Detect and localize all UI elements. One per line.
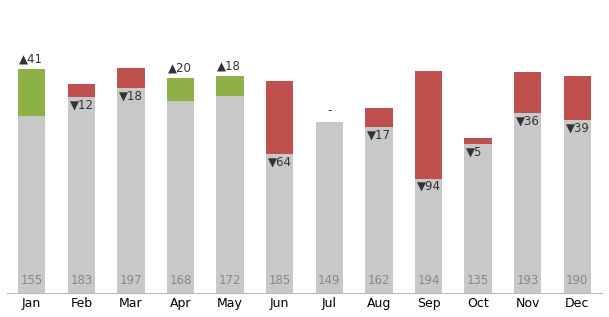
Text: 135: 135 (467, 274, 489, 287)
Bar (465, 144, 491, 293)
Bar (167, 101, 194, 293)
Text: 194: 194 (417, 274, 440, 287)
Bar (118, 88, 144, 293)
Bar (563, 120, 591, 293)
Bar (465, 139, 491, 144)
Text: 190: 190 (566, 274, 588, 287)
Text: 168: 168 (169, 274, 192, 287)
Bar (514, 113, 541, 293)
Bar (216, 96, 244, 293)
Bar (365, 127, 393, 293)
Bar (68, 97, 95, 293)
Bar (415, 71, 442, 178)
Bar (167, 78, 194, 101)
Text: ▼17: ▼17 (367, 128, 391, 141)
Bar (365, 107, 393, 127)
Text: 155: 155 (21, 274, 43, 287)
Text: ▼94: ▼94 (417, 180, 441, 193)
Bar (18, 116, 46, 293)
Bar (315, 122, 343, 293)
Bar (216, 75, 244, 96)
Bar (18, 69, 46, 116)
Text: 193: 193 (516, 274, 539, 287)
Text: ▼39: ▼39 (566, 121, 590, 134)
Text: 149: 149 (318, 274, 340, 287)
Bar (118, 68, 144, 88)
Text: ▼36: ▼36 (516, 114, 540, 127)
Text: ▲18: ▲18 (217, 59, 241, 72)
Text: ▼12: ▼12 (69, 99, 94, 112)
Text: ▼5: ▼5 (466, 145, 483, 158)
Text: ▲20: ▲20 (168, 61, 192, 74)
Text: 185: 185 (269, 274, 291, 287)
Text: 162: 162 (368, 274, 390, 287)
Bar (266, 154, 294, 293)
Text: ▲41: ▲41 (19, 52, 43, 65)
Bar (563, 75, 591, 120)
Bar (415, 178, 442, 293)
Text: ▼18: ▼18 (119, 89, 143, 102)
Text: 197: 197 (120, 274, 142, 287)
Text: ▼64: ▼64 (268, 156, 292, 169)
Bar (266, 81, 294, 154)
Text: 172: 172 (219, 274, 241, 287)
Text: 183: 183 (70, 274, 93, 287)
Bar (514, 72, 541, 113)
Bar (68, 84, 95, 97)
Text: -: - (327, 104, 331, 117)
